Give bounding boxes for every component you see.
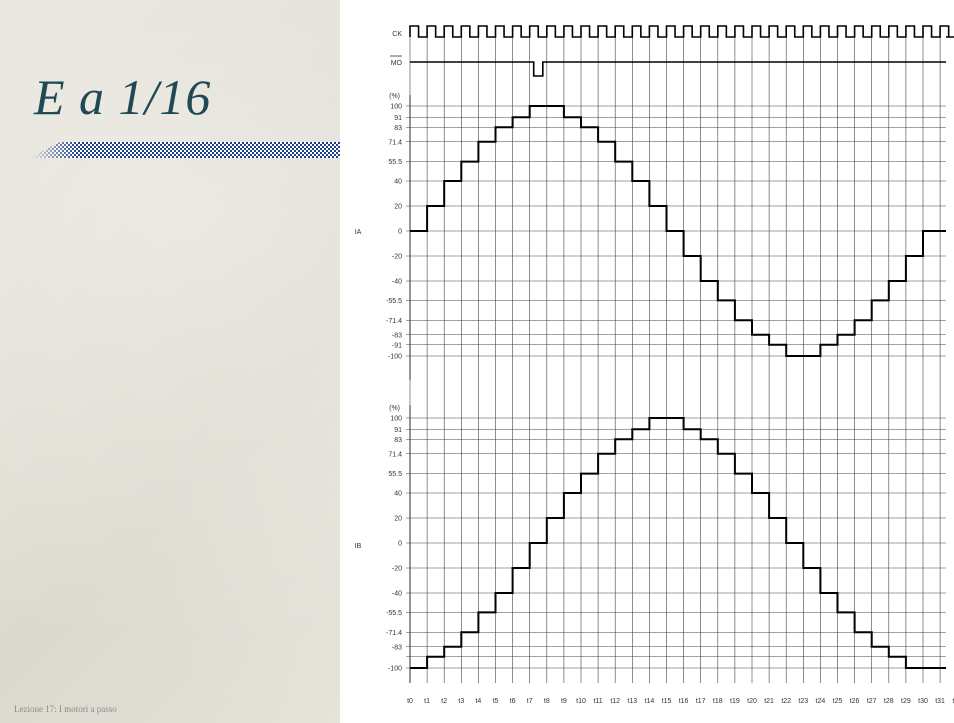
slide-footer: Lezione 17: I motori a passo <box>14 704 117 714</box>
time-label: t0 <box>407 698 413 705</box>
time-label: t30 <box>918 698 928 705</box>
grid <box>406 28 946 683</box>
y-tick-label: -83 <box>392 332 402 339</box>
ia-unit-label: (%) <box>389 93 400 100</box>
ib-unit-label: (%) <box>389 405 400 412</box>
time-label: t16 <box>679 698 689 705</box>
time-label: t1 <box>424 698 430 705</box>
time-label: t25 <box>833 698 843 705</box>
y-tick-label: 71.4 <box>388 139 402 146</box>
ck-label: CK <box>392 31 402 38</box>
time-label: t12 <box>610 698 620 705</box>
y-tick-label: -20 <box>392 566 402 573</box>
time-label: t27 <box>867 698 877 705</box>
chart-panel: CK MO (%) IA 100 91 83 71.4 55.5 40 20 0 -20 -40 -… <box>340 0 954 723</box>
y-tick-label: 40 <box>394 179 402 186</box>
y-tick-label: -91 <box>392 342 402 349</box>
time-label: t2 <box>441 698 447 705</box>
time-label: t5 <box>493 698 499 705</box>
y-tick-label: -55.5 <box>386 298 402 305</box>
time-label: t19 <box>730 698 740 705</box>
ib-axis-label: IB <box>355 543 362 550</box>
time-label: t6 <box>510 698 516 705</box>
time-label: t31 <box>935 698 945 705</box>
y-tick-label: 83 <box>394 437 402 444</box>
time-label: t23 <box>798 698 808 705</box>
time-label: t18 <box>713 698 723 705</box>
time-label: t28 <box>884 698 894 705</box>
y-tick-label: 20 <box>394 516 402 523</box>
time-label: t10 <box>576 698 586 705</box>
y-tick-label: 40 <box>394 491 402 498</box>
y-tick-label: 71.4 <box>388 451 402 458</box>
time-label: t17 <box>696 698 706 705</box>
time-label: t24 <box>816 698 826 705</box>
time-label: t7 <box>527 698 533 705</box>
mo-waveform <box>410 61 946 77</box>
time-label: t11 <box>593 698 602 705</box>
time-label: t20 <box>747 698 757 705</box>
y-tick-label: -71.4 <box>386 318 402 325</box>
y-tick-label: 0 <box>398 541 402 548</box>
time-axis-labels: t0 t1 t2 t3 t4 t5 t6 t7 t8 t9 t10 t11 t12 t13 t14 t15 t1… <box>407 698 954 705</box>
y-tick-label: -100 <box>388 666 402 673</box>
y-tick-label: -20 <box>392 254 402 261</box>
time-label: t13 <box>627 698 637 705</box>
ib-panel: (%) IB 100 91 83 71.4 55.5 40 20 0 -20 -40 -55.5 -7… <box>355 405 946 673</box>
ib-waveform <box>410 417 946 669</box>
time-label: t32 <box>952 698 954 705</box>
time-label: t4 <box>475 698 481 705</box>
time-label: t15 <box>662 698 672 705</box>
ia-axis-label: IA <box>355 229 362 236</box>
time-label: t3 <box>458 698 464 705</box>
y-tick-label: 55.5 <box>388 159 402 166</box>
time-label: t26 <box>850 698 860 705</box>
y-tick-label: 55.5 <box>388 471 402 478</box>
ck-waveform <box>409 25 954 38</box>
y-tick-label: 91 <box>394 427 402 434</box>
y-tick-label: -83 <box>392 644 402 651</box>
time-label: t21 <box>764 698 774 705</box>
y-tick-label: -55.5 <box>386 610 402 617</box>
mo-label: MO <box>391 60 403 67</box>
y-tick-label: -100 <box>388 354 402 361</box>
y-tick-label: 20 <box>394 204 402 211</box>
ia-panel: (%) IA 100 91 83 71.4 55.5 40 20 0 -20 -40 -55.5 -7… <box>355 93 946 361</box>
y-tick-label: 91 <box>394 115 402 122</box>
stepper-current-chart: CK MO (%) IA 100 91 83 71.4 55.5 40 20 0 -20 -40 -… <box>355 25 954 705</box>
y-tick-label: -40 <box>392 591 402 598</box>
ia-waveform <box>410 105 946 357</box>
time-label: t9 <box>561 698 567 705</box>
y-tick-label: 0 <box>398 229 402 236</box>
time-label: t8 <box>544 698 550 705</box>
y-tick-label: -40 <box>392 279 402 286</box>
time-label: t14 <box>645 698 655 705</box>
slide-title: E a 1/16 <box>34 69 212 125</box>
y-tick-label: 100 <box>390 104 402 111</box>
y-tick-label: 83 <box>394 125 402 132</box>
control-signals: CK MO <box>390 25 954 77</box>
time-label: t29 <box>901 698 911 705</box>
title-underline-bar <box>30 142 352 158</box>
y-tick-label: -71.4 <box>386 630 402 637</box>
time-label: t22 <box>781 698 791 705</box>
y-tick-label: 100 <box>390 416 402 423</box>
